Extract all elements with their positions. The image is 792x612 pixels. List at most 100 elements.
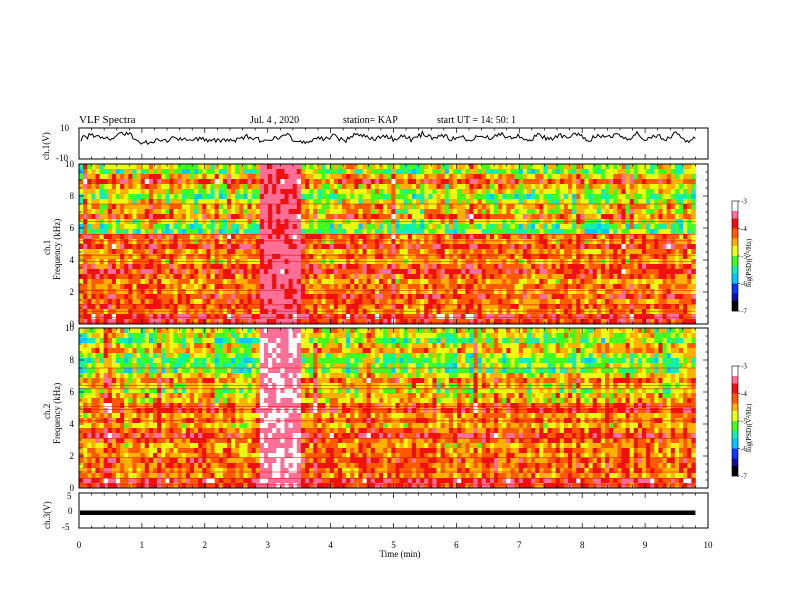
- spectrogram-cell: [132, 179, 137, 185]
- spectrogram-cell: [161, 294, 166, 300]
- spectrogram-cell: [629, 289, 635, 295]
- spectrogram-cell: [222, 224, 228, 230]
- spectrogram-cell: [678, 309, 684, 315]
- spectrogram-cell: [691, 229, 696, 235]
- spectrogram-cell: [539, 289, 544, 295]
- spectrogram-cell: [424, 284, 429, 290]
- spectrogram-cell: [551, 179, 557, 185]
- spectrogram-cell: [276, 319, 281, 325]
- spectrogram-cell: [210, 289, 216, 295]
- spectrogram-cell: [222, 184, 228, 190]
- spectrogram-cell: [268, 244, 273, 250]
- spectrogram-cell: [415, 279, 421, 285]
- spectrogram-cell: [563, 194, 569, 200]
- spectrogram-cell: [99, 179, 105, 185]
- spectrogram-cell: [276, 309, 281, 315]
- spectrogram-cell: [633, 269, 639, 275]
- spectrogram-cell: [157, 214, 162, 220]
- spectrogram-cell: [633, 319, 639, 325]
- spectrogram-cell: [79, 274, 84, 280]
- spectrogram-cell: [420, 224, 425, 230]
- spectrogram-cell: [95, 239, 100, 245]
- spectrogram-cell: [547, 249, 552, 255]
- spectrogram-cell: [600, 249, 606, 255]
- spectrogram-cell: [140, 194, 146, 200]
- spectrogram-cell: [642, 314, 647, 320]
- spectrogram-cell: [428, 174, 433, 180]
- spectrogram-cell: [399, 169, 405, 175]
- spectrogram-cell: [547, 269, 552, 275]
- spectrogram-cell: [477, 249, 483, 255]
- spectrogram-cell: [642, 224, 647, 230]
- spectrogram-cell: [79, 199, 84, 205]
- spectrogram-cell: [609, 309, 614, 315]
- ch1-waveform-ylabel: ch.1(V): [41, 132, 51, 160]
- spectrogram-cell: [572, 214, 577, 220]
- spectrogram-cell: [251, 184, 257, 190]
- spectrogram-cell: [350, 214, 355, 220]
- spectrogram-cell: [391, 239, 396, 245]
- spectrogram-cell: [444, 204, 450, 210]
- spectrogram-cell: [342, 234, 347, 240]
- spectrogram-cell: [87, 309, 92, 315]
- spectrogram-cell: [637, 249, 643, 255]
- spectrogram-cell: [568, 299, 573, 305]
- spectrogram-cell: [329, 294, 335, 300]
- spectrogram-cell: [387, 184, 392, 190]
- spectrogram-cell: [465, 239, 470, 245]
- spectrogram-cell: [83, 319, 88, 325]
- spectrogram-cell: [342, 179, 347, 185]
- spectrogram-cell: [333, 204, 339, 210]
- spectrogram-cell: [148, 289, 154, 295]
- spectrogram-cell: [202, 224, 207, 230]
- spectrogram-cell: [305, 244, 310, 250]
- spectrogram-cell: [95, 284, 100, 290]
- spectrogram-cell: [399, 274, 405, 280]
- spectrogram-cell: [218, 204, 224, 210]
- spectrogram-cell: [609, 169, 614, 175]
- spectrogram-cell: [263, 254, 269, 260]
- spectrogram-cell: [646, 309, 651, 315]
- spectrogram-cell: [568, 269, 573, 275]
- spectrogram-cell: [103, 319, 109, 325]
- spectrogram-cell: [572, 279, 577, 285]
- spectrogram-cell: [572, 304, 577, 310]
- spectrogram-cell: [210, 294, 216, 300]
- spectrogram-cell: [592, 179, 598, 185]
- spectrogram-cell: [481, 239, 487, 245]
- spectrogram-cell: [346, 189, 351, 195]
- spectrogram-cell: [650, 194, 655, 200]
- spectrogram-cell: [592, 314, 598, 320]
- spectrogram-cell: [329, 194, 335, 200]
- spectrogram-cell: [226, 309, 232, 315]
- spectrogram-cell: [399, 189, 405, 195]
- spectrogram-cell: [136, 279, 142, 285]
- spectrogram-cell: [95, 194, 100, 200]
- spectrogram-cell: [329, 319, 335, 325]
- spectrogram-cell: [95, 299, 100, 305]
- spectrogram-cell: [448, 254, 454, 260]
- spectrogram-cell: [202, 269, 207, 275]
- spectrogram-cell: [432, 319, 437, 325]
- spectrogram-cell: [333, 254, 339, 260]
- spectrogram-cell: [547, 279, 552, 285]
- spectrogram-cell: [473, 184, 479, 190]
- spectrogram-cell: [305, 174, 310, 180]
- spectrogram-cell: [235, 169, 240, 175]
- spectrogram-cell: [440, 274, 446, 280]
- spectrogram-cell: [251, 249, 257, 255]
- spectrogram-cell: [551, 244, 557, 250]
- spectrogram-cell: [342, 169, 347, 175]
- spectrogram-cell: [448, 194, 454, 200]
- spectrogram-cell: [202, 284, 207, 290]
- spectrogram-cell: [288, 234, 294, 240]
- spectrogram-cell: [522, 254, 528, 260]
- spectrogram-cell: [646, 209, 651, 215]
- spectrogram-cell: [572, 289, 577, 295]
- spectrogram-cell: [313, 304, 318, 310]
- spectrogram-cell: [321, 254, 326, 260]
- spectrogram-cell: [563, 164, 569, 170]
- spectrogram-cell: [366, 179, 372, 185]
- spectrogram-cell: [559, 299, 565, 305]
- spectrogram-cell: [646, 274, 651, 280]
